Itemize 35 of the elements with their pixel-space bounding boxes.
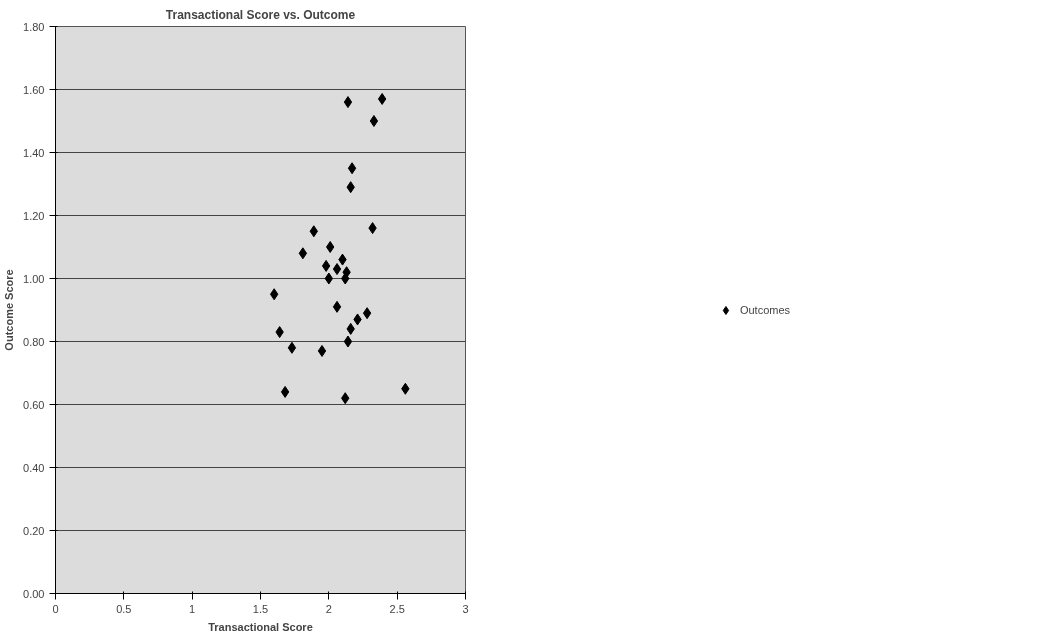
y-tick-label: 0.80 [23,335,45,348]
x-tick-label: 0 [52,602,59,615]
point [343,335,353,348]
y-tick-label: 0.00 [23,587,45,600]
point [343,96,353,109]
point [326,241,335,253]
y-tick-label: 1.40 [23,146,45,159]
x-axis-title: Transactional Score [208,620,313,633]
x-tick-label: 3 [462,602,469,615]
point [280,385,290,398]
y-tick-label: 1.20 [23,209,45,222]
chart-title: Transactional Score vs. Outcome [165,7,356,22]
y-tick-label: 0.40 [23,461,45,474]
x-tick-label: 0.5 [116,602,132,615]
point [362,307,372,320]
y-tick-label: 1.80 [23,20,45,33]
x-tick-label: 1 [189,602,196,615]
y-tick-label: 1.60 [23,83,45,96]
point [332,263,342,276]
legend-label: Outcomes [739,303,791,316]
point [298,247,308,260]
point [332,300,342,313]
point [287,341,297,354]
x-tick-label: 2 [325,602,332,615]
point [369,115,379,127]
point [377,92,387,105]
y-tick-label: 1.00 [23,272,45,285]
x-tick-label: 1.5 [252,602,269,615]
y-tick-label: 0.20 [23,524,45,537]
point [317,344,327,357]
y-tick-label: 0.60 [23,398,45,411]
point [321,259,331,272]
point [347,162,357,175]
x-tick-label: 2.5 [389,602,405,615]
y-axis-title: Outcome Score [3,269,16,351]
